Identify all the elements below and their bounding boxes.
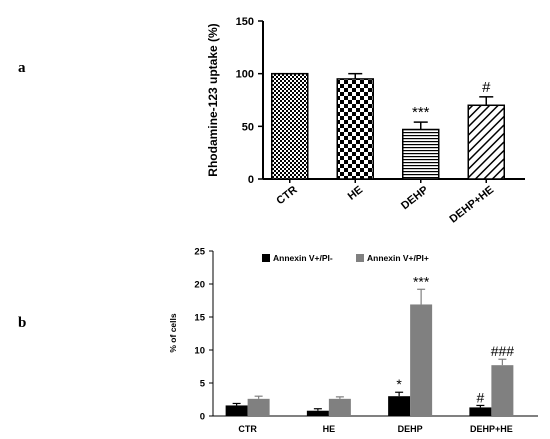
legend-label: Annexin V+/PI- <box>273 253 333 263</box>
significance-marker: *** <box>413 273 430 289</box>
bar <box>306 410 329 416</box>
panel-a-letter: a <box>18 60 26 76</box>
y-tick-label: 0 <box>248 174 254 186</box>
x-tick-label: CTR <box>238 424 257 434</box>
y-axis-label: % of cells <box>168 313 178 352</box>
panel-b-letter: b <box>18 315 27 331</box>
y-tick-label: 0 <box>200 412 205 423</box>
y-tick-label: 25 <box>194 247 205 258</box>
bar <box>225 405 248 416</box>
bar <box>410 304 433 416</box>
bar <box>328 398 351 416</box>
bar <box>491 365 514 416</box>
legend-swatch <box>262 254 270 262</box>
significance-marker: ### <box>491 343 515 359</box>
y-tick-label: 5 <box>200 379 206 390</box>
bar <box>388 396 411 416</box>
y-tick-label: 15 <box>194 313 205 324</box>
bar <box>469 407 492 416</box>
y-tick-label: 100 <box>236 69 254 81</box>
y-tick-label: 50 <box>242 121 254 133</box>
y-tick-label: 10 <box>194 346 205 357</box>
legend-swatch <box>356 254 364 262</box>
significance-marker: # <box>482 79 491 96</box>
legend-label: Annexin V+/PI+ <box>367 253 429 263</box>
y-tick-label: 20 <box>194 280 205 291</box>
bar <box>247 398 270 416</box>
y-tick-label: 150 <box>236 16 254 28</box>
x-tick-label: DEHP+HE <box>470 424 513 434</box>
bar <box>271 72 309 180</box>
significance-marker: * <box>396 376 402 392</box>
y-axis-label: Rhodamine-123 uptake (%) <box>206 23 220 176</box>
significance-marker: *** <box>412 104 430 121</box>
x-tick-label: HE <box>323 424 336 434</box>
significance-marker: # <box>476 389 484 405</box>
x-tick-label: DEHP <box>398 424 423 434</box>
